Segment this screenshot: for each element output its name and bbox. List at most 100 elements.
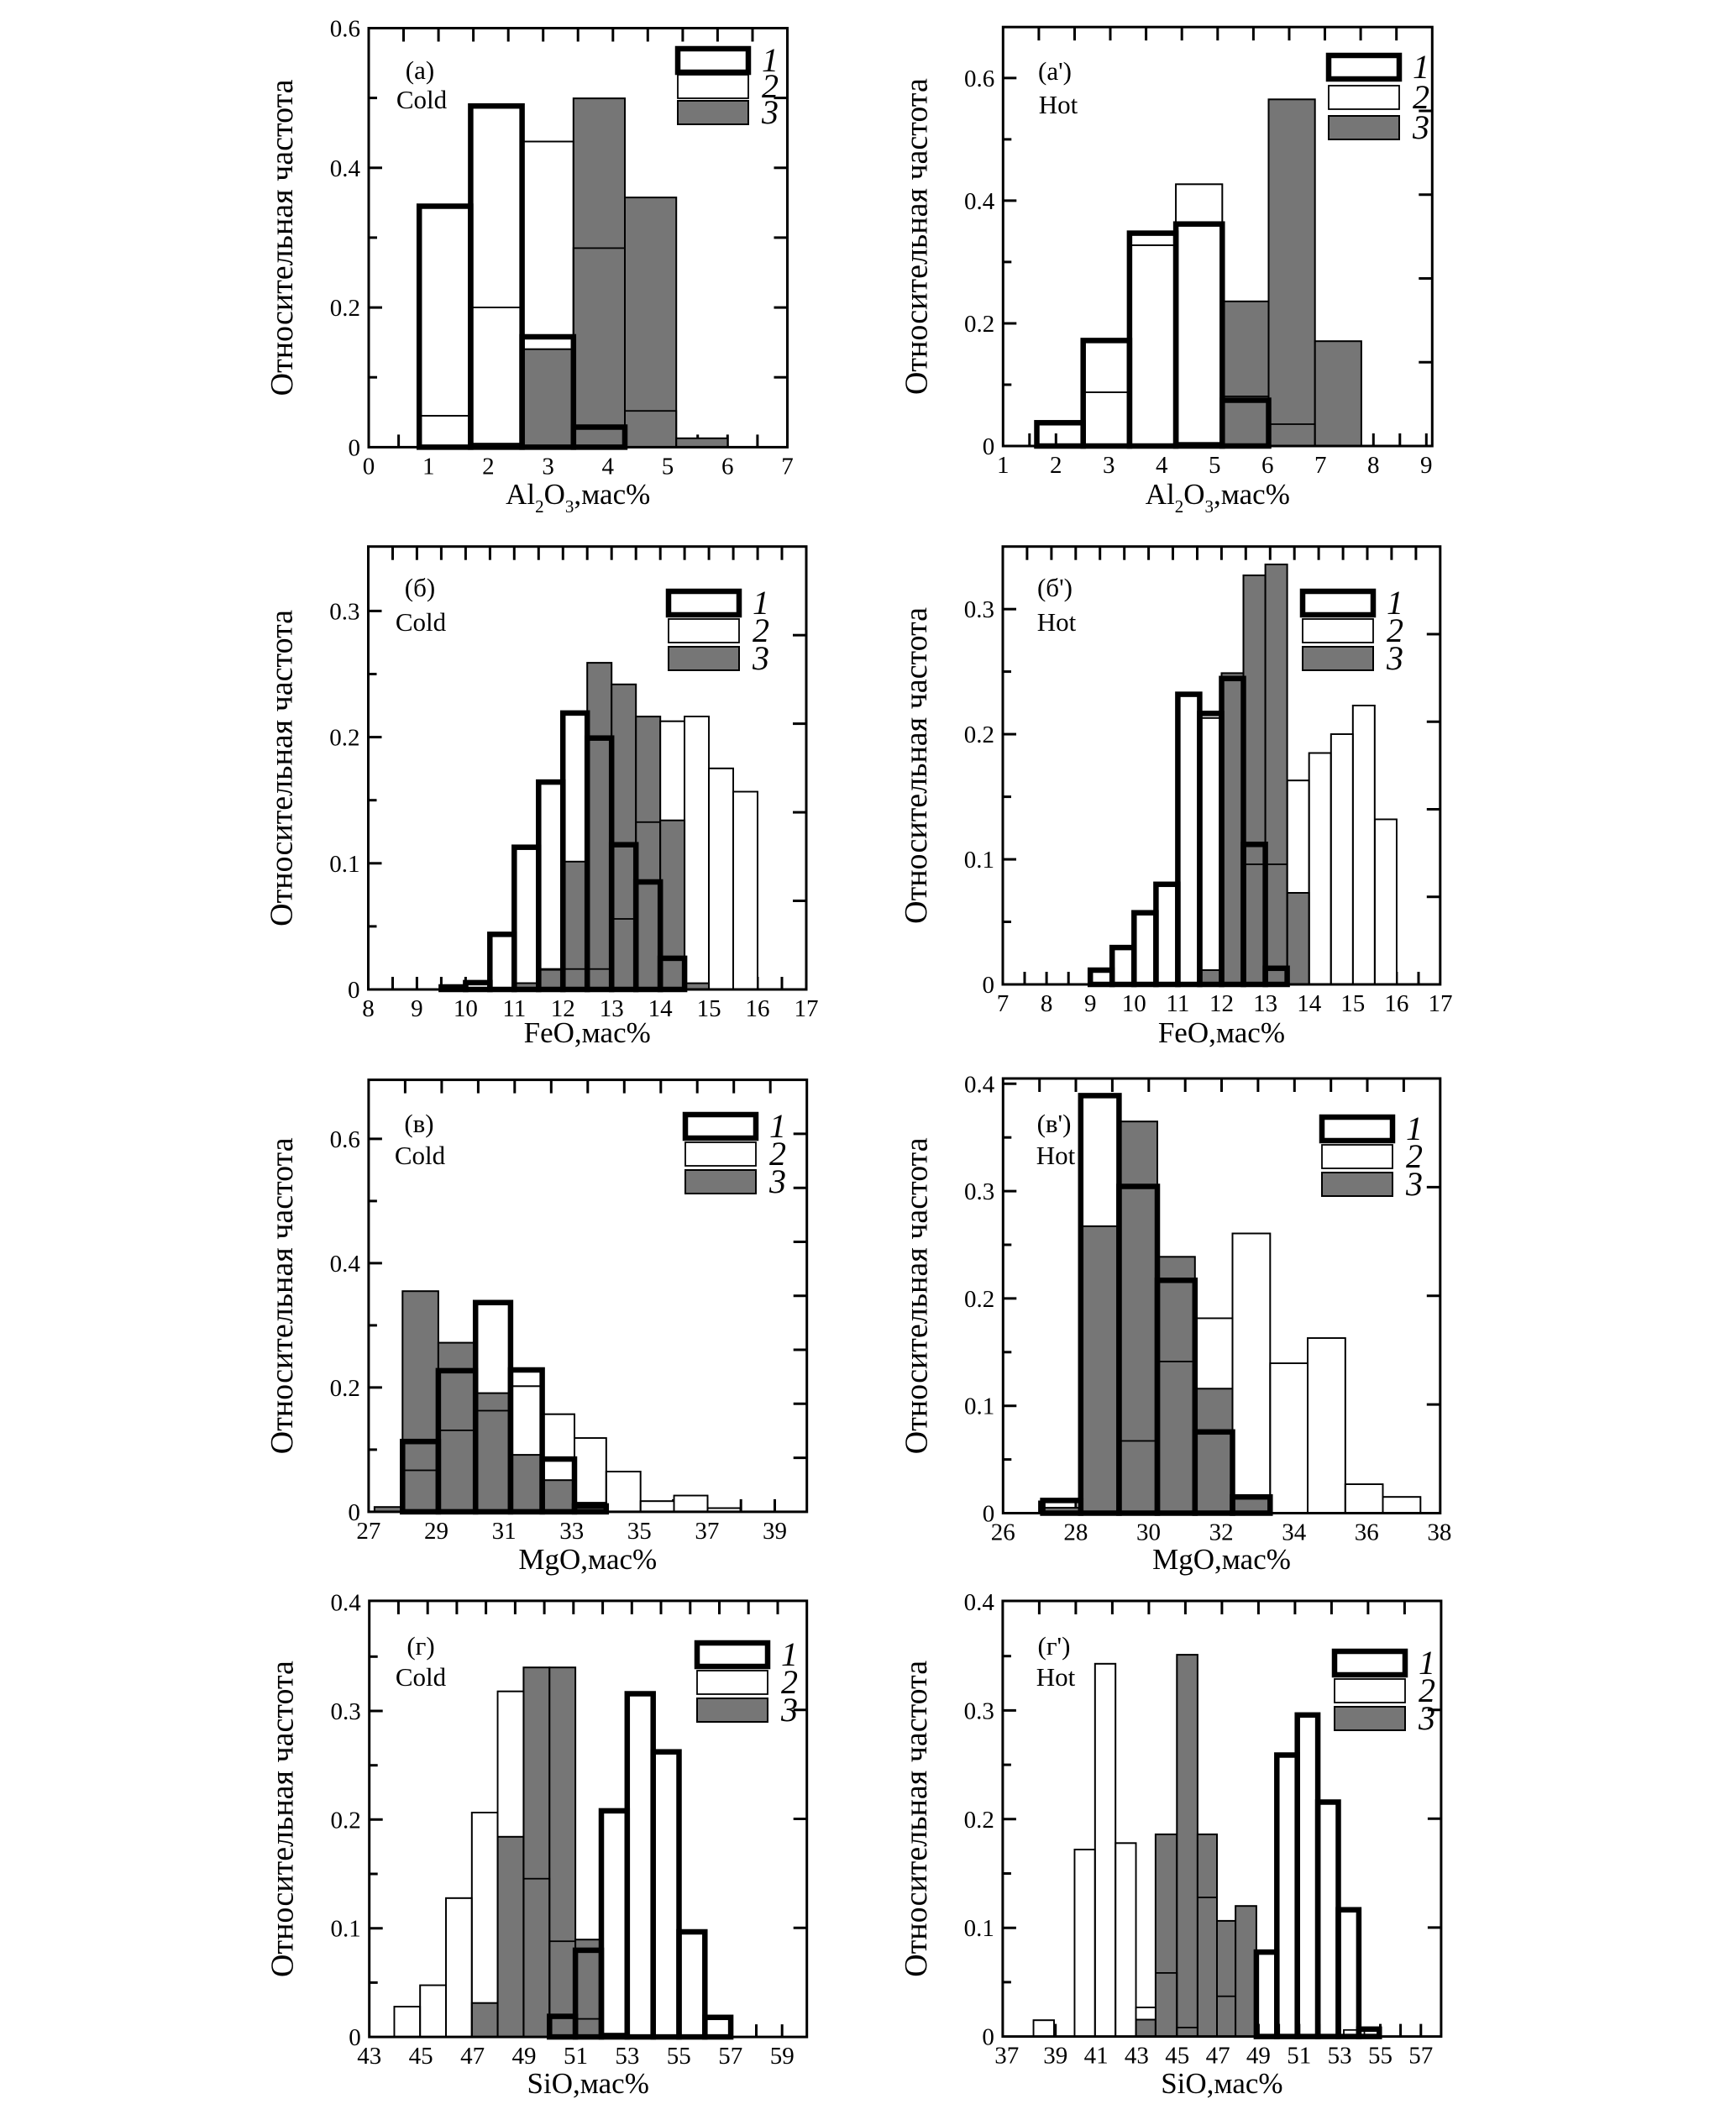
svg-text:49: 49 [512,2043,537,2070]
svg-text:Hot: Hot [1036,1141,1076,1170]
svg-text:3: 3 [752,639,769,677]
svg-text:Относительная частота: Относительная частота [899,607,934,924]
svg-text:29: 29 [424,1518,448,1545]
svg-text:3: 3 [1386,639,1403,677]
svg-text:14: 14 [648,995,674,1022]
svg-text:9: 9 [1420,452,1433,479]
svg-text:Относительная частота: Относительная частота [899,1661,934,1977]
svg-text:0.3: 0.3 [329,598,359,625]
svg-text:MgO,мас%: MgO,мас% [518,1543,657,1576]
svg-text:0.4: 0.4 [964,1071,995,1098]
svg-text:1: 1 [1406,1110,1423,1147]
svg-text:FeO,мас%: FeO,мас% [524,1016,651,1049]
svg-text:39: 39 [1043,2043,1067,2070]
svg-text:4: 4 [1156,452,1168,479]
svg-text:0: 0 [983,1501,995,1528]
svg-text:28: 28 [1063,1519,1088,1546]
svg-text:MgO,мас%: MgO,мас% [1152,1543,1291,1576]
svg-text:1: 1 [1387,584,1403,622]
svg-text:Hot: Hot [1037,607,1077,637]
svg-text:0.6: 0.6 [964,66,994,92]
svg-text:14: 14 [1297,990,1322,1017]
svg-text:(б'): (б') [1037,573,1073,602]
svg-text:0.4: 0.4 [964,1589,995,1616]
svg-text:3: 3 [1405,1165,1423,1203]
svg-text:32: 32 [1209,1519,1234,1546]
svg-text:0: 0 [349,2024,361,2051]
svg-text:57: 57 [1408,2043,1433,2070]
svg-text:43: 43 [1125,2043,1149,2070]
svg-text:(г): (г) [406,1631,434,1661]
svg-text:Относительная частота: Относительная частота [899,1137,934,1454]
svg-text:5: 5 [662,453,674,480]
svg-text:0.2: 0.2 [964,1807,994,1834]
svg-text:10: 10 [454,995,478,1022]
svg-text:2: 2 [482,453,495,480]
svg-text:2: 2 [1050,452,1062,479]
svg-text:2: 2 [1413,78,1429,116]
svg-text:2: 2 [781,1663,798,1701]
svg-text:34: 34 [1282,1519,1307,1546]
svg-text:39: 39 [763,1518,787,1545]
svg-text:26: 26 [991,1519,1015,1546]
svg-text:SiO,мас%: SiO,мас% [1161,2067,1282,2100]
svg-text:51: 51 [564,2043,588,2070]
svg-text:2: 2 [1419,1671,1435,1709]
svg-text:6: 6 [1261,452,1274,479]
svg-text:47: 47 [1206,2043,1230,2070]
svg-text:5: 5 [1209,452,1221,479]
svg-text:27: 27 [356,1518,380,1545]
svg-text:8: 8 [1041,990,1053,1017]
svg-text:15: 15 [1340,990,1365,1017]
svg-text:11: 11 [502,995,526,1022]
svg-text:2: 2 [1387,611,1403,649]
svg-text:0.3: 0.3 [964,596,994,623]
svg-text:1: 1 [753,584,769,622]
svg-text:0.4: 0.4 [964,188,995,215]
svg-text:0.2: 0.2 [329,725,359,752]
svg-text:2: 2 [753,611,769,649]
svg-text:0: 0 [983,972,995,999]
svg-text:0.1: 0.1 [964,1393,994,1420]
svg-text:13: 13 [600,995,624,1022]
svg-text:37: 37 [695,1518,719,1545]
svg-text:1: 1 [1419,1644,1435,1682]
svg-text:0: 0 [348,1499,360,1526]
svg-text:0.1: 0.1 [330,1916,360,1943]
svg-text:2: 2 [769,1135,786,1173]
svg-text:Относительная частота: Относительная частота [899,78,934,395]
svg-text:8: 8 [362,995,375,1022]
svg-text:0.2: 0.2 [330,1807,360,1834]
svg-text:0.3: 0.3 [330,1698,360,1725]
svg-text:7: 7 [781,453,794,480]
svg-text:0.2: 0.2 [964,311,994,338]
svg-text:31: 31 [492,1518,517,1545]
svg-text:3: 3 [768,1162,786,1200]
svg-text:3: 3 [1103,452,1115,479]
svg-text:45: 45 [1165,2043,1189,2070]
svg-text:1: 1 [422,453,435,480]
svg-text:10: 10 [1122,990,1146,1017]
svg-text:(г'): (г') [1038,1631,1071,1661]
svg-text:SiO,мас%: SiO,мас% [527,2067,649,2100]
svg-text:(a): (a) [406,55,434,85]
svg-text:57: 57 [718,2043,742,2070]
svg-text:1: 1 [762,41,779,79]
svg-text:Hot: Hot [1039,90,1078,119]
svg-text:53: 53 [1328,2043,1352,2070]
svg-text:12: 12 [1209,990,1234,1017]
svg-text:53: 53 [615,2043,639,2070]
svg-text:38: 38 [1427,1519,1451,1546]
svg-text:0.2: 0.2 [330,1375,360,1402]
svg-text:3: 3 [761,93,779,131]
svg-text:3: 3 [1412,108,1429,146]
svg-text:0.4: 0.4 [330,1590,361,1617]
svg-text:1: 1 [997,452,1010,479]
svg-text:30: 30 [1136,1519,1161,1546]
svg-text:0: 0 [348,977,360,1004]
svg-text:Cold: Cold [396,85,448,114]
svg-text:55: 55 [667,2043,691,2070]
svg-text:6: 6 [721,453,734,480]
svg-text:0.2: 0.2 [964,1286,994,1313]
svg-text:7: 7 [997,990,1010,1017]
